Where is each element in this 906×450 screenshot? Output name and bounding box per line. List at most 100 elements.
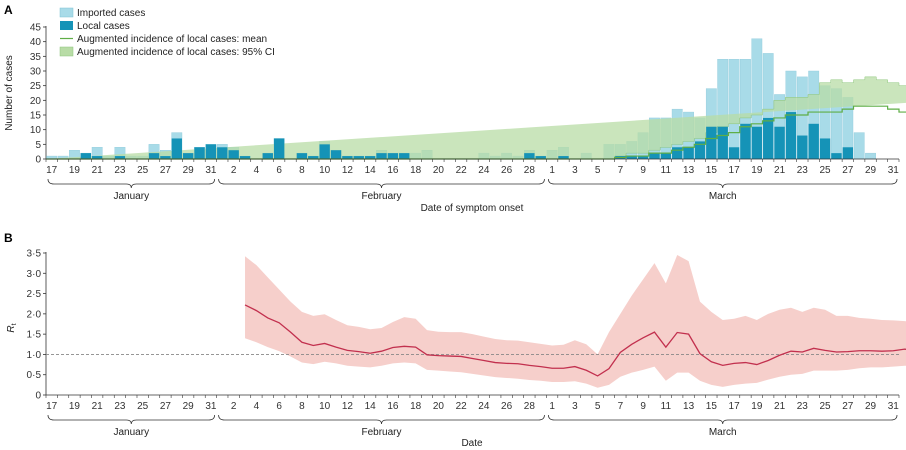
x-tick-label: 3 <box>572 401 578 412</box>
x-tick-label: 25 <box>820 165 832 176</box>
x-tick-label: 28 <box>524 165 536 176</box>
x-tick-label: 21 <box>774 165 786 176</box>
y-tick-label: 40 <box>30 37 42 48</box>
panel-letter-a: A <box>4 3 13 17</box>
y-tick-label: 35 <box>30 52 42 63</box>
y-tick-label: 3·5 <box>27 249 42 260</box>
rt-ci-band <box>245 255 906 388</box>
x-tick-label: 1 <box>549 165 555 176</box>
x-tick-label: 20 <box>433 165 445 176</box>
bar-local <box>842 147 854 159</box>
x-axis-title: Date <box>461 438 483 449</box>
bar-local <box>763 117 774 159</box>
month-brace <box>218 178 545 189</box>
rt-mean-line <box>244 304 906 377</box>
x-tick-label: 14 <box>365 401 377 412</box>
x-tick-label: 25 <box>820 401 832 412</box>
y-axis-title: Number of cases <box>4 55 15 131</box>
y-tick-label: 15 <box>30 111 42 122</box>
x-tick-label: 4 <box>254 165 260 176</box>
month-label: March <box>709 427 737 438</box>
month-brace <box>218 414 545 425</box>
x-tick-label: 19 <box>69 165 81 176</box>
x-tick-label: 15 <box>706 401 718 412</box>
x-tick-label: 10 <box>319 401 331 412</box>
x-tick-label: 9 <box>640 401 646 412</box>
x-tick-label: 13 <box>683 401 695 412</box>
bar-local <box>387 153 399 159</box>
bar-local <box>273 138 285 159</box>
y-tick-label: 0 <box>35 391 41 402</box>
x-tick-label: 31 <box>205 165 217 176</box>
month-brace <box>47 414 215 425</box>
x-tick-label: 17 <box>729 165 741 176</box>
bar-local <box>819 138 831 159</box>
y-tick-label: 0 <box>35 155 41 166</box>
x-tick-label: 28 <box>524 401 536 412</box>
bar-local <box>717 126 728 159</box>
bar-local <box>728 147 740 159</box>
legend-swatch-ci <box>59 46 74 57</box>
legend-swatch-imported <box>59 7 74 18</box>
bar-local <box>114 156 126 159</box>
x-tick-label: 11 <box>661 165 672 176</box>
bar-local <box>148 153 160 159</box>
legend-label-local: Local cases <box>77 21 130 32</box>
x-tick-label: 12 <box>342 165 354 176</box>
bar-imported <box>728 59 740 160</box>
bar-local <box>205 144 217 159</box>
y-tick-label: 10 <box>30 125 42 136</box>
x-tick-label: 27 <box>160 165 172 176</box>
y-tick-label: 0·5 <box>27 370 42 381</box>
x-tick-label: 20 <box>433 401 445 412</box>
bar-local <box>228 150 239 159</box>
x-tick-label: 31 <box>888 165 900 176</box>
x-tick-label: 7 <box>618 401 624 412</box>
x-tick-label: 29 <box>183 401 195 412</box>
bar-local <box>194 147 205 159</box>
bar-local <box>217 147 228 159</box>
month-label: February <box>362 191 402 202</box>
x-tick-label: 3 <box>572 165 578 176</box>
x-tick-label: 15 <box>706 165 718 176</box>
month-brace <box>548 178 898 189</box>
x-tick-label: 19 <box>751 165 763 176</box>
x-tick-label: 19 <box>751 401 763 412</box>
x-tick-label: 24 <box>478 401 490 412</box>
bar-local <box>160 156 171 159</box>
x-tick-label: 2 <box>231 165 237 176</box>
bar-local <box>740 123 751 159</box>
bar-local <box>296 153 308 159</box>
x-tick-label: 16 <box>387 165 399 176</box>
month-brace <box>548 414 898 425</box>
y-axis-title: Rt <box>6 323 18 332</box>
x-tick-label: 9 <box>640 165 646 176</box>
bar-local <box>683 147 694 159</box>
y-tick-label: 3·0 <box>27 269 42 280</box>
x-tick-label: 19 <box>69 401 81 412</box>
bar-imported <box>853 132 865 160</box>
y-tick-label: 20 <box>30 96 42 107</box>
bar-local <box>672 147 683 159</box>
x-tick-label: 25 <box>137 401 149 412</box>
x-tick-label: 11 <box>661 401 672 412</box>
x-tick-label: 31 <box>888 401 900 412</box>
x-tick-label: 23 <box>797 401 809 412</box>
bar-local <box>626 156 637 159</box>
x-tick-label: 27 <box>160 401 172 412</box>
bar-local <box>171 138 182 159</box>
legend: Imported cases Local cases Augmented inc… <box>59 7 275 58</box>
x-tick-label: 6 <box>276 165 282 176</box>
bar-local <box>774 126 785 159</box>
x-tick-label: 4 <box>254 401 260 412</box>
bar-local <box>785 112 797 159</box>
bar-local <box>797 135 808 159</box>
y-tick-label: 5 <box>35 140 41 151</box>
bar-local <box>262 153 273 159</box>
x-tick-label: 21 <box>92 165 104 176</box>
bar-local <box>751 126 763 159</box>
x-tick-label: 13 <box>683 165 695 176</box>
legend-label-ci: Augmented incidence of local cases: 95% … <box>77 47 275 58</box>
